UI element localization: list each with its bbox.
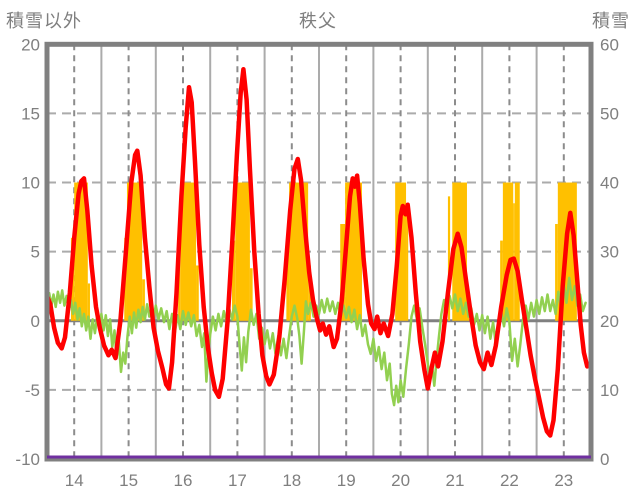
left-axis-tick-label: -5 [25,381,40,400]
sunshine-bar [231,240,236,321]
sunshine-bar [180,182,197,321]
sunshine-bar [235,182,250,321]
sunshine-bar [87,283,90,321]
x-axis-tick-label: 20 [391,471,410,490]
right-axis-tick-label: 60 [600,35,619,54]
sunshine-bar [502,182,514,321]
sunshine-bar [447,196,451,321]
sunshine-bar [142,279,145,321]
right-axis-tick-label: 50 [600,104,619,123]
page-title: 秩父 [299,11,337,31]
left-axis-tick-label: 5 [31,243,40,262]
sunshine-bar [452,182,467,321]
left-axis-tick-label: 10 [21,174,40,193]
sunshine-bar [196,265,199,321]
left-axis-tick-label: -10 [15,450,40,469]
x-axis-tick-label: 16 [174,471,193,490]
right-axis-tick-label: 10 [600,381,619,400]
left-axis-tick-label: 0 [31,312,40,331]
sunshine-bar [286,239,290,321]
plot-frame [44,41,594,462]
x-axis-tick-label: 14 [65,471,84,490]
x-axis-tick-label: 17 [228,471,247,490]
sunshine-bar [178,237,181,321]
sunshine-bar [395,182,407,321]
x-axis-tick-label: 19 [337,471,356,490]
left-axis-title: 積雪以外 [6,11,82,31]
right-axis-tick-label: 40 [600,174,619,193]
right-axis-tick-label: 30 [600,243,619,262]
sunshine-bar [406,210,409,321]
x-axis-tick-label: 22 [500,471,519,490]
red_line [44,66,590,438]
right-axis-tick-label: 0 [600,450,609,469]
sunshine-bar [308,265,311,321]
right-axis-title: 積雪 [592,11,630,31]
x-axis-tick-label: 23 [554,471,573,490]
right-axis-tick-label: 20 [600,312,619,331]
sunshine-bar [500,240,503,321]
left-axis-tick-label: 20 [21,35,40,54]
sunshine-bar [514,182,520,321]
x-axis-tick-label: 21 [446,471,465,490]
left-axis-tick-label: 15 [21,104,40,123]
x-axis-tick-label: 18 [282,471,301,490]
green_line [45,276,587,407]
sunshine-bar [249,268,253,321]
x-axis-tick-label: 15 [119,471,138,490]
sunshine-bar [555,224,558,321]
